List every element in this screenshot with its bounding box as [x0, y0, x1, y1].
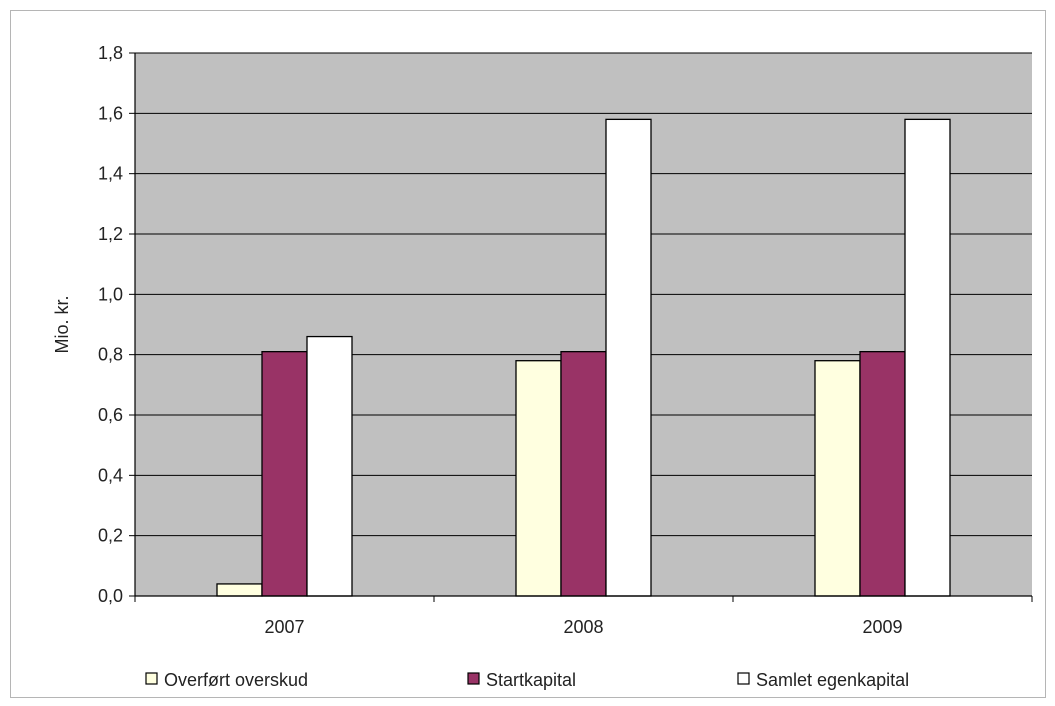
bar-startkapital-2008 — [560, 350, 607, 597]
bar-overf-rt-overskud-2007 — [216, 583, 263, 597]
y-tick-label: 0,2 — [98, 526, 123, 546]
bar-overf-rt-overskud-2008 — [515, 360, 562, 597]
y-tick-label: 1,2 — [98, 224, 123, 244]
bar-overf-rt-overskud-2009 — [814, 360, 861, 597]
bar-samlet-egenkapital-2008 — [605, 118, 652, 597]
bar-samlet-egenkapital-2007 — [306, 335, 353, 597]
axes: 0,0 0,2 0,4 0,6 0,8 1,0 1,2 1,4 1,6 1,8 2007 2008 20… — [98, 43, 1033, 637]
bar-startkapital-2009 — [859, 350, 906, 597]
y-tick-label: 0,6 — [98, 405, 123, 425]
x-tick-label: 2008 — [563, 617, 603, 637]
legend: Overført overskud Startkapital Samlet egen… — [145, 670, 909, 690]
legend-label: Samlet egenkapital — [756, 670, 909, 690]
y-axis-title: Mio. kr. — [52, 295, 72, 353]
legend-label: Startkapital — [486, 670, 576, 690]
legend-label: Overført overskud — [164, 670, 308, 690]
x-tick-label: 2007 — [264, 617, 304, 637]
y-tick-label: 1,6 — [98, 103, 123, 123]
x-tick-label: 2009 — [862, 617, 902, 637]
y-tick-label: 0,4 — [98, 465, 123, 485]
y-tick-label: 1,4 — [98, 164, 123, 184]
legend-swatch — [467, 672, 480, 685]
y-tick-label: 0,0 — [98, 586, 123, 606]
legend-swatch — [737, 672, 750, 685]
bar-samlet-egenkapital-2009 — [904, 118, 951, 597]
y-tick-label: 1,8 — [98, 43, 123, 63]
y-tick-label: 0,8 — [98, 345, 123, 365]
bars — [216, 118, 951, 597]
legend-swatch — [145, 672, 158, 685]
bar-startkapital-2007 — [261, 350, 308, 597]
y-tick-label: 1,0 — [98, 284, 123, 304]
